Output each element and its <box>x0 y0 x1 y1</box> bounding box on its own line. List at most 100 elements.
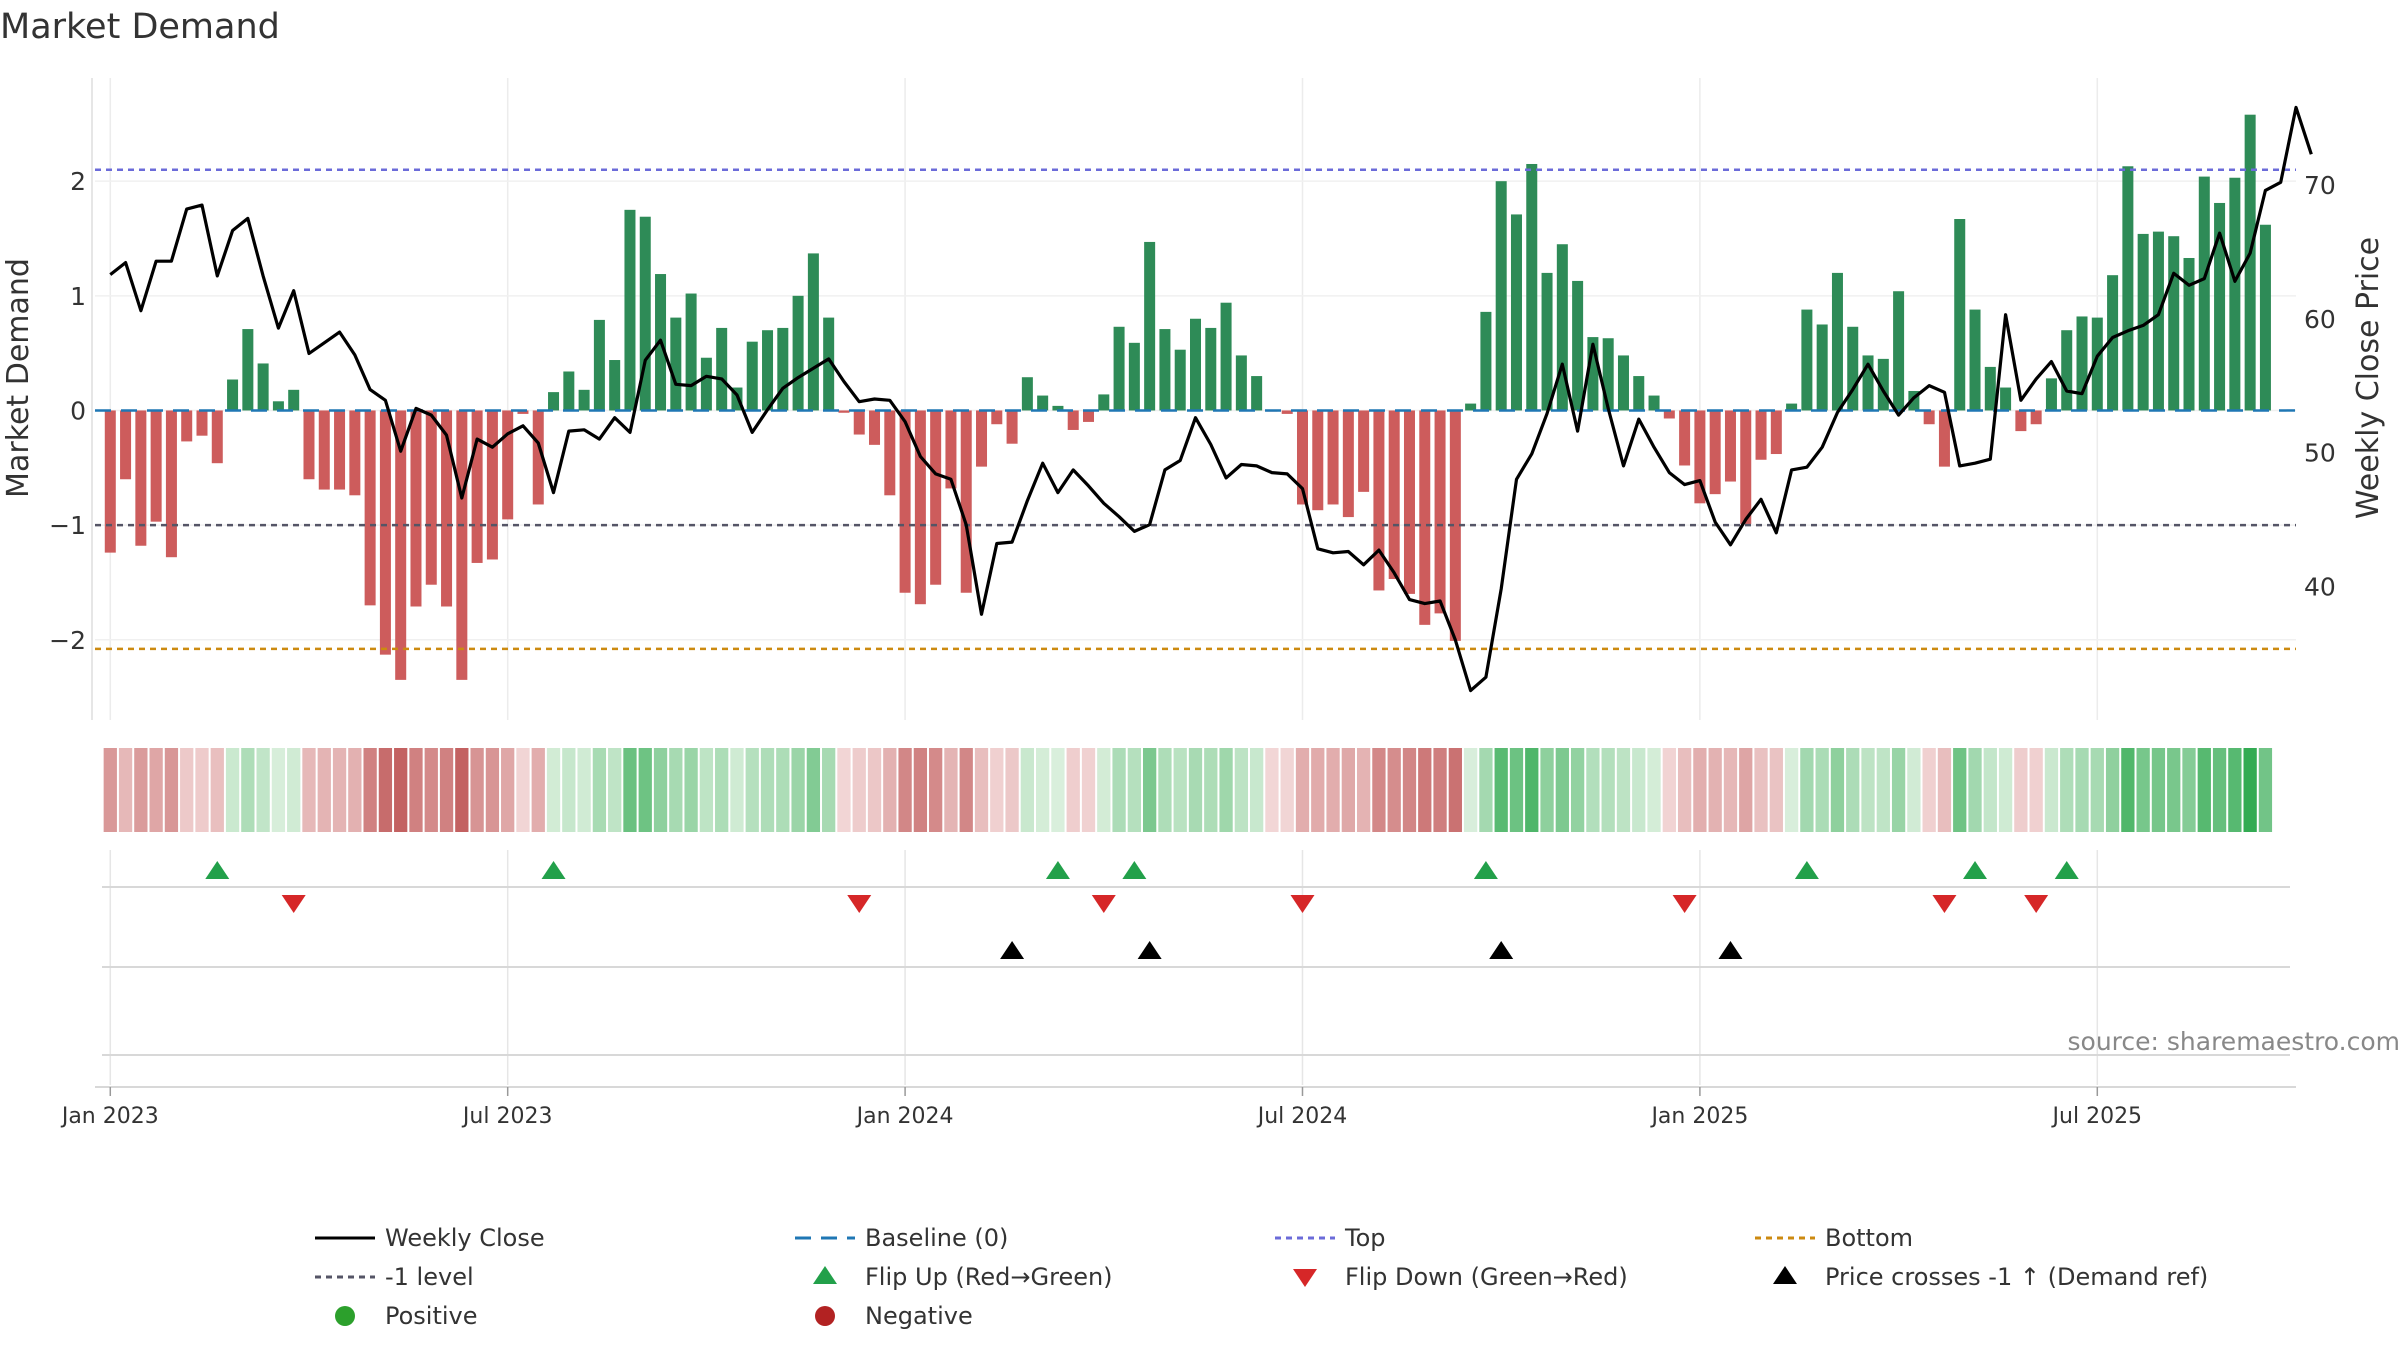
demand-bar-23 <box>456 410 468 680</box>
heat-cell-104 <box>1693 748 1707 832</box>
heat-cell-83 <box>1372 748 1386 832</box>
heat-cell-88 <box>1448 748 1462 832</box>
heat-cell-51 <box>883 748 897 832</box>
flip-up-marker-2 <box>1045 861 1070 879</box>
heat-cell-41 <box>730 748 744 832</box>
heat-cell-105 <box>1708 748 1722 832</box>
heat-cell-23 <box>455 748 469 832</box>
heat-cell-15 <box>332 748 347 832</box>
demand-bar-99 <box>1617 355 1629 411</box>
heat-cell-19 <box>394 748 408 832</box>
demand-bar-29 <box>548 392 560 411</box>
heat-cell-121 <box>1953 748 1967 832</box>
flip-down-marker-6 <box>2024 895 2049 913</box>
demand-bar-4 <box>165 410 177 558</box>
demand-bar-67 <box>1128 342 1140 411</box>
demand-bar-91 <box>1495 181 1507 411</box>
legend-label-3: Bottom <box>1825 1224 1913 1252</box>
heat-cell-85 <box>1402 748 1417 832</box>
legend-label-5: Flip Up (Red→Green) <box>865 1263 1113 1291</box>
heat-cell-37 <box>669 748 683 832</box>
heat-cell-87 <box>1433 748 1447 832</box>
demand-bar-80 <box>1327 410 1339 505</box>
x-tick-label-5: Jul 2025 <box>2051 1104 2143 1129</box>
flip-up-marker-3 <box>1122 861 1147 879</box>
y-tick-label-1: −1 <box>49 511 86 540</box>
demand-bar-59 <box>1006 410 1018 444</box>
heat-cell-3 <box>149 748 163 832</box>
demand-bar-25 <box>486 410 498 560</box>
heat-cell-65 <box>1097 748 1111 832</box>
flip-down-marker-3 <box>1290 895 1315 913</box>
heat-cell-50 <box>867 748 882 832</box>
heat-cell-40 <box>715 748 729 832</box>
heat-cell-115 <box>1861 748 1875 832</box>
demand-bar-122 <box>1969 309 1981 411</box>
demand-bar-24 <box>471 410 483 563</box>
heat-cell-35 <box>638 748 652 832</box>
heat-cell-108 <box>1754 748 1768 832</box>
heat-cell-28 <box>531 748 545 832</box>
heat-cell-29 <box>546 748 561 832</box>
heat-cell-42 <box>745 748 759 832</box>
demand-bar-88 <box>1449 410 1461 641</box>
demand-bar-93 <box>1526 163 1538 411</box>
demand-bar-49 <box>853 410 865 435</box>
heat-cell-118 <box>1907 748 1921 832</box>
flip-down-marker-5 <box>1932 895 1957 913</box>
heat-cell-56 <box>959 748 973 832</box>
demand-bar-19 <box>395 410 407 680</box>
y2-tick-label-1: 50 <box>2304 439 2336 468</box>
demand-bar-47 <box>823 317 835 411</box>
heat-cell-45 <box>791 748 805 832</box>
legend-swatch-8 <box>335 1306 355 1326</box>
heat-cell-6 <box>195 748 209 832</box>
legend-item-7: Price crosses -1 ↑ (Demand ref) <box>1773 1263 2208 1291</box>
heat-cell-116 <box>1876 748 1890 832</box>
demand-bar-15 <box>334 410 346 490</box>
y2-tick-label-0: 40 <box>2304 572 2336 601</box>
demand-bar-100 <box>1633 376 1645 411</box>
heat-cell-73 <box>1219 748 1233 832</box>
demand-bar-141 <box>2259 224 2271 411</box>
heat-cell-134 <box>2151 748 2166 832</box>
price-cross-marker-2 <box>1489 941 1514 959</box>
demand-bar-131 <box>2107 275 2119 411</box>
legend-label-9: Negative <box>865 1302 973 1330</box>
demand-bar-74 <box>1235 355 1247 411</box>
y-tick-label-3: 1 <box>70 282 86 311</box>
demand-bar-97 <box>1587 337 1599 411</box>
legend-item-4: -1 level <box>315 1263 474 1291</box>
heat-cell-90 <box>1479 748 1493 832</box>
price-line-group <box>109 105 2313 693</box>
legend-label-4: -1 level <box>385 1263 474 1291</box>
heat-cell-95 <box>1555 748 1569 832</box>
legend-item-0: Weekly Close <box>315 1224 545 1252</box>
heat-cell-94 <box>1540 748 1554 832</box>
heat-cell-137 <box>2197 748 2211 832</box>
heat-cell-130 <box>2090 748 2104 832</box>
heat-cell-109 <box>1769 748 1783 832</box>
demand-bar-129 <box>2076 316 2088 411</box>
legend-item-1: Baseline (0) <box>795 1224 1008 1252</box>
demand-bar-113 <box>1831 272 1843 411</box>
demand-bar-81 <box>1342 410 1354 518</box>
heat-cell-27 <box>516 748 530 832</box>
heat-cell-122 <box>1968 748 1982 832</box>
demand-bar-46 <box>807 253 819 411</box>
heat-cell-75 <box>1249 748 1264 832</box>
demand-bar-50 <box>869 410 881 445</box>
heat-cell-36 <box>653 748 668 832</box>
legend-item-6: Flip Down (Green→Red) <box>1293 1263 1628 1291</box>
heat-cell-99 <box>1616 748 1631 832</box>
demand-heat-strip <box>103 748 2273 832</box>
flip-up-marker-5 <box>1794 861 1819 879</box>
demand-bar-75 <box>1251 376 1263 411</box>
heat-cell-114 <box>1846 748 1860 832</box>
heat-cell-78 <box>1295 748 1310 832</box>
demand-bar-73 <box>1220 302 1232 411</box>
heat-cell-113 <box>1830 748 1845 832</box>
demand-bar-42 <box>746 341 758 411</box>
flip-down-marker-1 <box>847 895 872 913</box>
demand-bar-31 <box>578 389 590 411</box>
